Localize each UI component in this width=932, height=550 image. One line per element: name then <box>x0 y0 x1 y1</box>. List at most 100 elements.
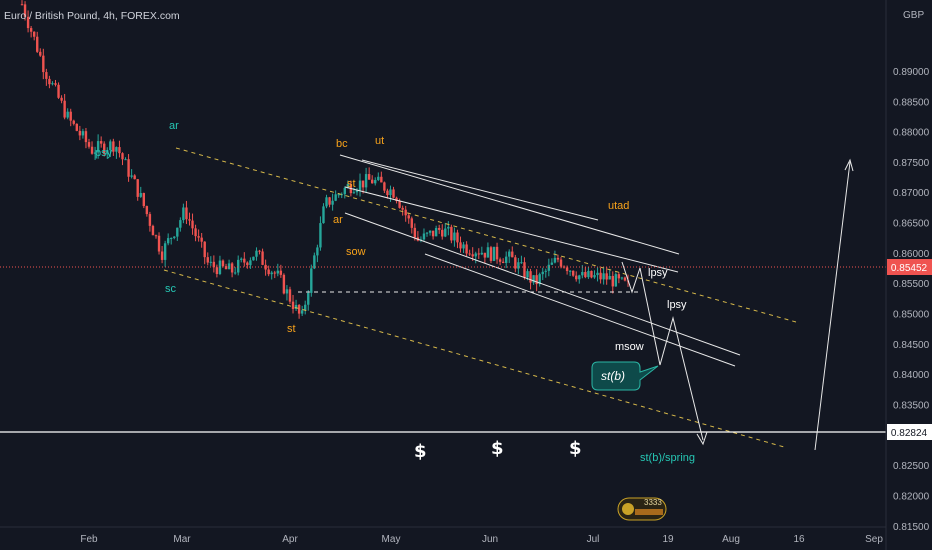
candle-body <box>441 229 444 237</box>
candle-body <box>227 263 231 270</box>
range-top-line[interactable] <box>339 154 680 255</box>
candle-body <box>447 226 450 229</box>
candle-body <box>29 28 33 32</box>
candle-body <box>367 174 371 180</box>
candle-body <box>173 236 176 238</box>
candle-body <box>456 232 459 243</box>
candle-body <box>492 246 496 261</box>
label-ut: ut <box>375 135 384 147</box>
candle-body <box>191 220 194 229</box>
chart-title: Euro / British Pound, 4h, FOREX.com <box>4 10 180 22</box>
candle-body <box>84 131 88 143</box>
candle-body <box>501 261 505 263</box>
candle-body <box>279 270 283 275</box>
candle-body <box>304 304 307 311</box>
candle-body <box>285 289 289 294</box>
candle-body <box>26 16 30 29</box>
projection-path[interactable] <box>639 267 704 441</box>
candle-body <box>163 243 167 260</box>
time-tick-0: Feb <box>80 534 98 545</box>
current-price-value: 0.85452 <box>891 263 928 274</box>
candle-body <box>194 228 197 237</box>
candle-body <box>477 253 480 255</box>
channel-mid-line[interactable] <box>344 212 741 356</box>
projection-short[interactable] <box>621 261 641 294</box>
candle-body <box>294 304 298 309</box>
candle-body <box>352 192 356 194</box>
candle-body <box>383 182 386 191</box>
candle-body <box>96 141 100 153</box>
candle-body <box>103 143 106 154</box>
dollar-sign-1: $ <box>414 441 427 462</box>
time-tick-5: Jul <box>587 534 600 545</box>
candle-body <box>310 268 313 293</box>
candle-body <box>57 84 60 98</box>
boost-badge[interactable]: 3333 <box>617 497 667 521</box>
label-sow: sow <box>346 246 366 258</box>
st-b-callout[interactable]: st(b) <box>591 361 659 391</box>
candle-body <box>620 277 624 279</box>
candle-body <box>267 269 270 275</box>
channel-low-line[interactable] <box>424 253 736 367</box>
candle-body <box>599 272 602 280</box>
candle-body <box>93 152 97 154</box>
candle-body <box>118 147 121 154</box>
projection-arrowhead-up <box>844 158 854 172</box>
candle-body <box>39 51 42 56</box>
candle-body <box>483 252 487 258</box>
candle-body <box>170 237 173 239</box>
price-tick-10: 0.84000 <box>893 370 930 381</box>
candle-body <box>404 209 407 216</box>
candle-body <box>209 261 213 263</box>
candle-body <box>334 194 337 201</box>
candle-body <box>413 227 417 238</box>
candle-body <box>66 111 69 118</box>
candle-body <box>246 262 249 266</box>
candle-body <box>578 275 581 280</box>
channel-upper-dashed[interactable] <box>175 147 797 323</box>
price-tick-8: 0.85000 <box>893 310 930 321</box>
time-axis-ticks: Feb Mar Apr May Jun Jul 19 Aug 16 Sep <box>80 534 883 545</box>
candle-body <box>602 273 605 280</box>
candle-body <box>596 272 599 276</box>
candle-body <box>614 274 618 287</box>
candle-body <box>422 233 426 240</box>
candle-body <box>520 262 523 264</box>
candle-body <box>99 141 103 144</box>
candle-body <box>264 264 267 270</box>
range-bottom-line[interactable] <box>344 186 679 273</box>
candle-body <box>203 241 206 258</box>
candle-body <box>288 289 292 302</box>
candle-body <box>453 232 456 241</box>
range-upper-line[interactable] <box>361 159 599 221</box>
candle-body <box>538 274 541 285</box>
label-st-low: st <box>287 323 296 335</box>
price-tick-0: 0.89000 <box>893 67 930 78</box>
dollar-sign-2: $ <box>491 438 504 459</box>
candle-body <box>316 247 319 256</box>
candle-body <box>224 266 228 270</box>
price-tick-15: 0.81500 <box>893 522 930 533</box>
candle-body <box>151 225 155 236</box>
candle-body <box>197 236 200 238</box>
candle-body <box>115 147 118 152</box>
channel-lower-dashed[interactable] <box>163 269 785 448</box>
projection-up-line[interactable] <box>814 161 851 451</box>
candle-body <box>532 275 535 283</box>
candle-body <box>72 120 75 124</box>
callout-text: st(b) <box>601 369 625 383</box>
candle-body <box>462 244 465 249</box>
candle-body <box>361 180 365 188</box>
candle-body <box>328 197 331 205</box>
candle-body <box>255 250 258 257</box>
label-msow: msow <box>615 341 644 353</box>
candle-body <box>486 247 490 258</box>
candle-body <box>325 197 328 207</box>
candle-body <box>176 227 179 237</box>
candle-body <box>20 4 24 6</box>
price-tick-13: 0.82500 <box>893 461 930 472</box>
candle-body <box>407 215 410 219</box>
candle-body <box>249 260 252 266</box>
